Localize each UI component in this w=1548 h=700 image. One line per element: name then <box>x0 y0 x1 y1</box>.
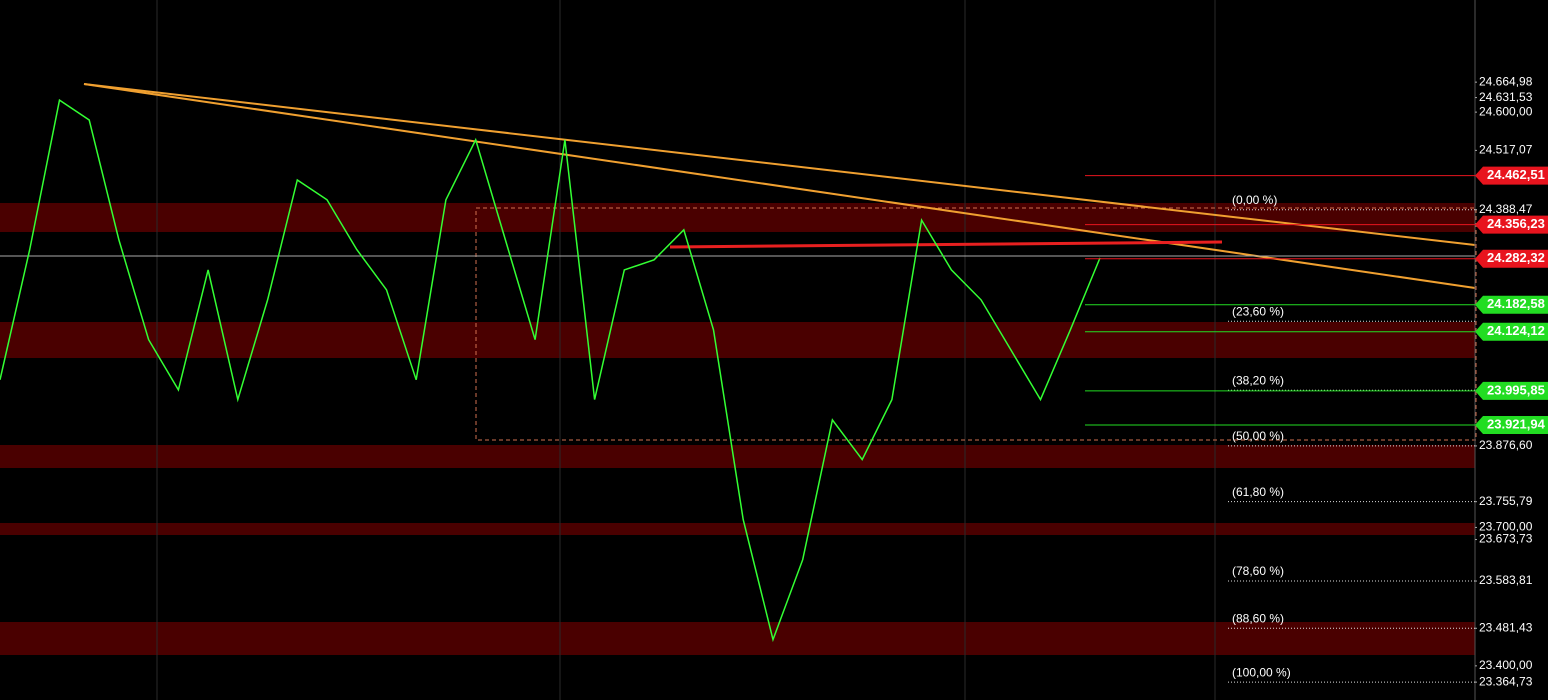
tick-bg <box>1477 143 1547 158</box>
zone <box>0 445 1475 468</box>
fib-label: (61,80 %) <box>1232 485 1284 499</box>
fib-label: (78,60 %) <box>1232 564 1284 578</box>
price-line <box>0 98 1101 643</box>
fib-label: (50,00 %) <box>1232 429 1284 443</box>
tick-bg <box>1477 621 1547 636</box>
price-tag <box>1475 381 1548 400</box>
fib-box <box>475 207 1477 441</box>
y-tick-label: 24.631,53 <box>1479 90 1533 104</box>
zone <box>0 322 1475 358</box>
fib-label: (23,60 %) <box>1232 304 1284 318</box>
tick-bg <box>1477 658 1547 673</box>
price-tag-label: 24.282,32 <box>1487 250 1545 265</box>
y-tick-label: 24.600,00 <box>1479 104 1533 118</box>
price-tag-label: 24.462,51 <box>1487 167 1545 182</box>
trend-line <box>83 83 1476 289</box>
price-tag-label: 24.182,58 <box>1487 296 1545 311</box>
price-tag-label: 24.356,23 <box>1487 216 1545 231</box>
zone <box>0 523 1475 535</box>
tick-bg <box>1477 75 1547 90</box>
tick-bg <box>1477 532 1547 547</box>
tick-bg <box>1477 494 1547 509</box>
price-tag <box>1475 295 1548 314</box>
price-tag-label: 23.921,94 <box>1487 416 1546 431</box>
tick-bg <box>1477 520 1547 535</box>
fib-label: (88,60 %) <box>1232 611 1284 625</box>
price-tag-label: 24.124,12 <box>1487 323 1545 338</box>
y-tick-label: 23.700,00 <box>1479 520 1533 534</box>
fib-label: (0,00 %) <box>1232 193 1277 207</box>
price-tag <box>1475 416 1548 435</box>
resistance-line <box>669 240 1223 249</box>
tick-bg <box>1477 202 1547 217</box>
zone <box>0 622 1475 655</box>
price-tag <box>1475 215 1548 234</box>
tick-bg <box>1477 675 1547 690</box>
tick-bg <box>1477 105 1547 120</box>
y-tick-label: 24.664,98 <box>1479 74 1533 88</box>
vertical-grid <box>156 0 1216 700</box>
fib-label: (100,00 %) <box>1232 665 1291 679</box>
y-tick-label: 23.364,73 <box>1479 674 1533 688</box>
y-tick-label: 24.388,47 <box>1479 202 1533 216</box>
fib-label: (38,20 %) <box>1232 373 1284 387</box>
tick-bg <box>1477 90 1547 105</box>
y-tick-label: 23.755,79 <box>1479 494 1533 508</box>
y-tick-label: 23.583,81 <box>1479 573 1533 587</box>
price-tag <box>1475 166 1548 185</box>
zone <box>0 203 1475 232</box>
price-tag <box>1475 249 1548 268</box>
y-tick-label: 23.400,00 <box>1479 658 1533 672</box>
trend-line <box>83 83 1476 246</box>
y-tick-label: 23.673,73 <box>1479 532 1533 546</box>
y-tick-label: 24.517,07 <box>1479 143 1533 157</box>
y-tick-label: 23.876,60 <box>1479 438 1533 452</box>
price-tag-label: 23.995,85 <box>1487 382 1545 397</box>
tick-bg <box>1477 438 1547 453</box>
tick-bg <box>1477 574 1547 589</box>
y-tick-label: 23.481,43 <box>1479 620 1533 634</box>
price-tag <box>1475 322 1548 341</box>
